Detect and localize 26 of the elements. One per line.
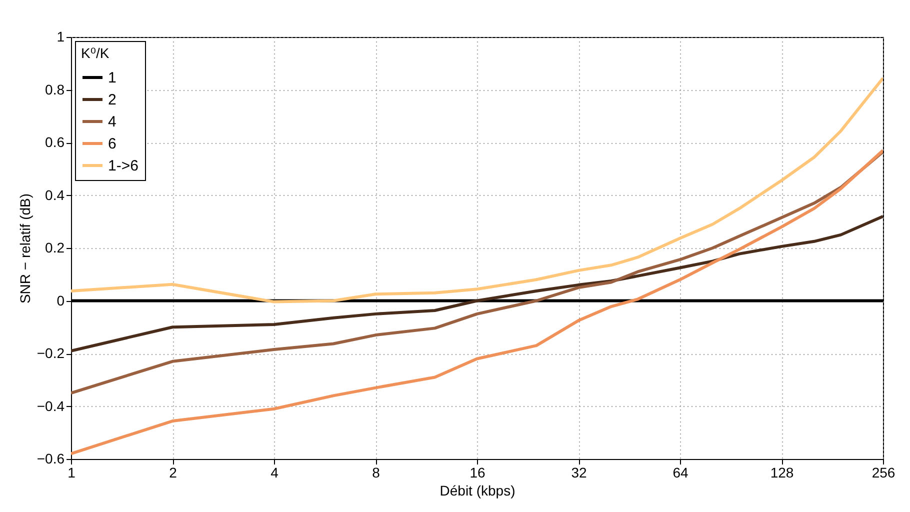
x-tick-label: 64 — [672, 464, 688, 480]
x-tick-label: 256 — [872, 464, 896, 480]
y-tick-label: 1 — [56, 28, 65, 44]
y-tick-label: 0.4 — [45, 186, 65, 203]
legend-title: K⁰/K — [81, 45, 110, 61]
legend-label: 6 — [108, 136, 116, 152]
x-tick-label: 8 — [372, 464, 380, 480]
legend-label: 2 — [108, 92, 116, 108]
legend-label: 1->6 — [108, 158, 138, 174]
x-tick-label: 128 — [770, 464, 794, 480]
y-axis-title: SNR − relatif (dB) — [16, 193, 33, 304]
y-tick-label: 0 — [56, 292, 65, 308]
y-tick-label: 0.8 — [45, 81, 65, 98]
x-tick-label: 4 — [270, 464, 279, 480]
y-tick-label: −0.6 — [36, 450, 65, 466]
x-tick-label: 2 — [169, 464, 178, 480]
x-tick-label: 16 — [470, 464, 486, 480]
y-tick-label: 0.2 — [45, 240, 65, 256]
x-tick-label: 32 — [571, 464, 587, 480]
y-tick-label: −0.4 — [36, 398, 65, 414]
x-tick-label: 1 — [68, 464, 76, 480]
y-tick-label: −0.2 — [36, 345, 65, 361]
legend-label: 1 — [108, 70, 116, 86]
y-tick-label: 0.6 — [45, 134, 65, 150]
legend-label: 4 — [108, 114, 116, 130]
x-axis-title: Débit (kbps) — [440, 482, 516, 498]
